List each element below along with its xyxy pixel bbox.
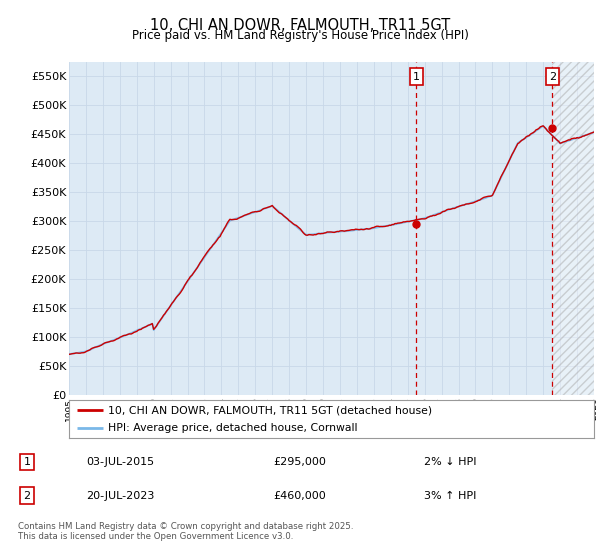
- Bar: [553, 62, 594, 395]
- Text: HPI: Average price, detached house, Cornwall: HPI: Average price, detached house, Corn…: [109, 423, 358, 433]
- Text: 2: 2: [23, 491, 31, 501]
- Text: 1: 1: [413, 72, 419, 82]
- Text: 10, CHI AN DOWR, FALMOUTH, TR11 5GT (detached house): 10, CHI AN DOWR, FALMOUTH, TR11 5GT (det…: [109, 405, 433, 415]
- Text: 2% ↓ HPI: 2% ↓ HPI: [424, 457, 476, 467]
- Text: Contains HM Land Registry data © Crown copyright and database right 2025.
This d: Contains HM Land Registry data © Crown c…: [18, 522, 353, 542]
- Text: 03-JUL-2015: 03-JUL-2015: [86, 457, 154, 467]
- Text: £295,000: £295,000: [274, 457, 326, 467]
- Text: 2: 2: [549, 72, 556, 82]
- Text: 3% ↑ HPI: 3% ↑ HPI: [424, 491, 476, 501]
- Text: £460,000: £460,000: [274, 491, 326, 501]
- Text: 20-JUL-2023: 20-JUL-2023: [86, 491, 154, 501]
- Text: 1: 1: [23, 457, 31, 467]
- Bar: [553, 62, 594, 395]
- Text: Price paid vs. HM Land Registry's House Price Index (HPI): Price paid vs. HM Land Registry's House …: [131, 29, 469, 42]
- Text: 10, CHI AN DOWR, FALMOUTH, TR11 5GT: 10, CHI AN DOWR, FALMOUTH, TR11 5GT: [150, 18, 450, 33]
